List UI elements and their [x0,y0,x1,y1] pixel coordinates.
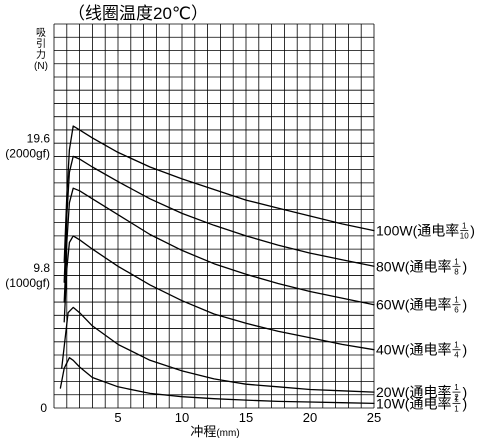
series-label-open: (通电率 [405,395,452,411]
series-label-name: 20W [376,384,406,400]
duty-numerator: 1 [462,222,467,231]
series-label-close: ) [462,258,467,274]
grid [53,23,375,409]
series-label-text: 20W(通电率 [376,384,451,400]
series-label-name: 100W [376,223,413,239]
series-line-10W [59,357,375,405]
series-label-10W: 10W(通电率 11) [376,394,467,413]
series-line-60W [63,187,375,306]
series-label-name: 10W [376,395,406,411]
x-tick-label: 5 [114,410,121,425]
series-label-80W: 80W(通电率 18) [376,257,467,276]
y-axis-label-char: 吸 [36,28,46,39]
y-tick-labels: 0 9.8(1000gf) 19.6(2000gf) [5,131,50,415]
y-tick-label: 0 [40,401,47,415]
x-tick-label: 25 [367,410,381,425]
series-label-close: ) [462,395,467,411]
chart-title: （线圈温度20℃） [68,4,208,23]
y-tick-label: 9.8 [33,261,50,275]
series-label-40W: 40W(通电率 14) [376,341,467,360]
series-label-open: (通电率 [405,297,452,313]
duty-denominator: 1 [454,404,459,413]
x-tick-label: 20 [303,410,317,425]
y-tick-sublabel: (2000gf) [5,146,50,160]
series-label-text: 100W(通电率 [376,223,459,239]
series-label-open: (通电率 [405,258,452,274]
x-tick-labels: 5 10 15 20 25 [114,410,381,425]
series-line-40W [63,235,375,351]
y-axis-label-char: 引 [36,38,46,50]
series-labels: 100W(通电率 110)80W(通电率 18)60W(通电率 16)40W(通电率 1… [376,222,475,414]
series-label-close: ) [462,384,467,400]
x-tick-label: 10 [175,410,189,425]
duty-denominator: 6 [454,306,459,315]
series-label-close: ) [462,297,467,313]
series-label-text: 80W(通电率 [376,258,451,274]
series-label-name: 60W [376,297,406,313]
y-tick-label: 19.6 [27,131,51,145]
series-label-60W: 60W(通电率 16) [376,296,467,315]
series-label-open: (通电率 [405,384,452,400]
series-label-close: ) [462,342,467,358]
series-label-open: (通电率 [413,223,460,239]
y-tick-sublabel: (1000gf) [5,276,50,290]
duty-numerator: 1 [454,257,459,266]
series-label-name: 80W [376,258,406,274]
duty-denominator: 2 [454,393,459,402]
duty-denominator: 4 [454,351,459,360]
series-line-100W [63,125,375,263]
duty-numerator: 1 [454,296,459,305]
series-line-20W [61,306,375,393]
x-axis-label-unit: (mm) [216,428,239,439]
series-label-name: 40W [376,342,406,358]
duty-numerator: 1 [454,383,459,392]
x-tick-label: 15 [239,410,253,425]
y-axis-label-char: 力 [36,48,46,61]
series-lines [59,125,375,405]
series-label-100W: 100W(通电率 110) [376,222,475,241]
series-label-text: 40W(通电率 [376,342,451,358]
series-label-20W: 20W(通电率 12) [376,383,467,402]
series-label-text: 60W(通电率 [376,297,451,313]
y-axis-label: 吸引力(N) [34,28,48,72]
y-axis-label-char: (N) [34,61,48,72]
series-line-80W [63,155,375,283]
series-label-open: (通电率 [405,342,452,358]
x-axis-label: 冲程(mm) [190,424,239,439]
duty-numerator: 1 [454,341,459,350]
series-label-text: 10W(通电率 [376,395,451,411]
x-axis-label-text: 冲程 [190,424,216,439]
duty-numerator: 1 [454,394,459,403]
series-label-close: ) [470,223,475,239]
duty-denominator: 10 [460,232,469,241]
duty-denominator: 8 [454,267,459,276]
